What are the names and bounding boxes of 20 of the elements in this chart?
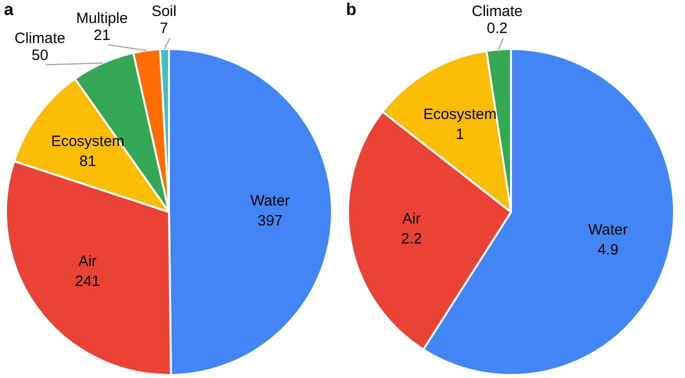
data-label: 397: [258, 212, 283, 230]
data-label: 50: [32, 46, 48, 64]
data-label: 2.2: [400, 230, 422, 248]
slice-label: Climate: [472, 3, 523, 20]
data-label: 81: [79, 153, 96, 170]
data-label: 1: [456, 126, 464, 143]
slice-label: Air: [402, 210, 421, 228]
slice-label: Water: [250, 192, 290, 210]
slice-label: Multiple: [76, 10, 128, 27]
slice-label: Water: [588, 221, 628, 238]
data-label: 241: [74, 272, 100, 290]
data-label: 4.9: [598, 241, 618, 258]
chart-title: a: [4, 0, 14, 20]
data-label: 0.2: [486, 20, 508, 38]
data-label: 7: [160, 20, 168, 38]
slice-label: Soil: [151, 3, 176, 20]
slice-label: Air: [78, 252, 97, 270]
slice-label: Climate: [14, 30, 66, 47]
chart-title: b: [346, 0, 356, 20]
data-label: 21: [94, 26, 110, 44]
